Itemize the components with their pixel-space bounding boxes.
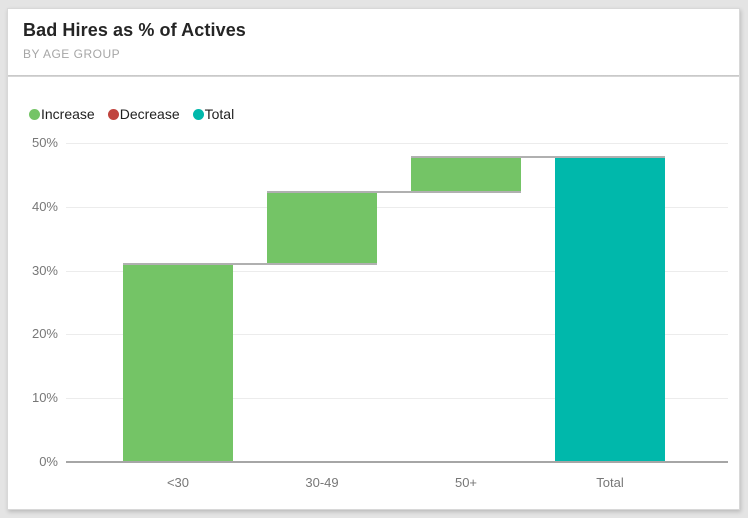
legend-item-label: Decrease [119,106,180,122]
waterfall-connector [411,156,665,158]
gridline [66,398,728,399]
waterfall-bar-total[interactable] [555,158,665,462]
visual-card: Bad Hires as % of Actives BY AGE GROUP I… [7,8,740,510]
gridline [66,271,728,272]
y-tick-label: 10% [31,390,58,405]
waterfall-connector [267,191,521,193]
legend-item-label: Total [204,106,235,122]
legend-total-dot-icon [192,108,204,120]
legend-increase-dot-icon [29,108,40,120]
waterfall-bar-<30[interactable] [123,264,233,462]
plot-area: 0% 10% 20% 30% 40% 50% <30 30-49 50+ Total [8,9,739,509]
gridline [66,143,728,144]
gridline [66,207,728,208]
legend-item-increase[interactable]: Increase [29,106,95,122]
x-tick-label: Total [596,475,624,490]
gridline [66,334,728,335]
x-tick-label: 30-49 [305,475,339,490]
legend-decrease-dot-icon [107,108,119,120]
y-tick-label: 50% [31,135,58,150]
waterfall-bar-30-49[interactable] [267,192,377,265]
x-tick-label: 50+ [454,475,478,490]
chart-subtitle: BY AGE GROUP [23,47,121,61]
x-tick-label: <30 [166,475,190,490]
y-tick-label: 30% [31,263,58,278]
legend-item-total[interactable]: Total [192,106,235,122]
y-tick-label: 40% [31,199,58,214]
chart-title: Bad Hires as % of Actives [23,20,246,40]
legend: Increase Decrease Total [29,106,234,122]
y-tick-label: 0% [39,454,58,469]
waterfall-bar-50+[interactable] [411,158,521,193]
y-tick-label: 20% [31,326,58,341]
header-divider [8,75,739,77]
legend-item-decrease[interactable]: Decrease [107,106,180,122]
x-axis-line [66,461,728,463]
waterfall-connector [123,263,377,265]
legend-item-label: Increase [41,106,95,122]
